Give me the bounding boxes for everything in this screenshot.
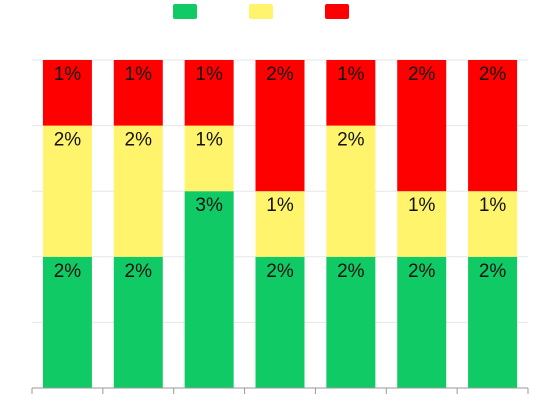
bar-label-3-series-0: 2% (266, 261, 294, 282)
bar-label-3-series-2: 2% (266, 64, 294, 85)
bar-3-series-0[interactable] (255, 256, 305, 388)
bar-1-series-2[interactable] (113, 60, 163, 126)
bar-4-series-0[interactable] (326, 256, 376, 388)
bar-label-0-series-1: 2% (54, 130, 82, 151)
bar-4-series-2[interactable] (326, 60, 376, 126)
bar-label-5-series-0: 2% (408, 261, 436, 282)
bar-0-series-0[interactable] (42, 256, 92, 388)
bar-label-6-series-2: 2% (479, 64, 507, 85)
bar-0-series-1[interactable] (42, 125, 92, 257)
bar-label-2-series-0: 3% (195, 195, 223, 216)
bar-5-series-2[interactable] (397, 60, 447, 192)
bar-label-5-series-1: 1% (408, 195, 436, 216)
bar-label-6-series-1: 1% (479, 195, 507, 216)
chart-bars (42, 60, 518, 388)
bar-1-series-1[interactable] (113, 125, 163, 257)
bar-label-4-series-1: 2% (337, 130, 365, 151)
bar-label-4-series-0: 2% (337, 261, 365, 282)
bar-label-4-series-2: 1% (337, 64, 365, 85)
bar-label-6-series-0: 2% (479, 261, 507, 282)
bar-5-series-0[interactable] (397, 256, 447, 388)
legend-swatch-2[interactable] (325, 4, 349, 19)
bar-3-series-2[interactable] (255, 60, 305, 192)
legend-swatch-1[interactable] (249, 4, 273, 19)
chart-legend (173, 4, 349, 19)
bar-label-2-series-2: 1% (195, 64, 223, 85)
bar-label-0-series-2: 1% (54, 64, 82, 85)
bar-5-series-1[interactable] (397, 191, 447, 257)
bar-label-1-series-2: 1% (125, 64, 153, 85)
chart-x-axis (31, 387, 529, 394)
bar-6-series-1[interactable] (468, 191, 518, 257)
bar-0-series-2[interactable] (42, 60, 92, 126)
bar-2-series-2[interactable] (184, 60, 234, 126)
bar-label-1-series-1: 2% (125, 130, 153, 151)
legend-swatch-0[interactable] (173, 4, 197, 19)
bar-1-series-0[interactable] (113, 256, 163, 388)
bar-2-series-1[interactable] (184, 125, 234, 192)
bar-label-1-series-0: 2% (125, 261, 153, 282)
bar-2-series-0[interactable] (184, 191, 234, 388)
bar-label-2-series-1: 1% (195, 130, 223, 151)
bar-4-series-1[interactable] (326, 125, 376, 257)
bar-6-series-2[interactable] (468, 60, 518, 192)
bar-label-3-series-1: 1% (266, 195, 294, 216)
bar-3-series-1[interactable] (255, 191, 305, 257)
bar-label-5-series-2: 2% (408, 64, 436, 85)
chart-bar-labels: 2% 2% 1% 2% 2% 1% 3% 1% 1% 2% 1% 2% 2% 2% 1% 2% 1% 2% 2% 1%… (54, 64, 507, 282)
bar-label-0-series-0: 2% (54, 261, 82, 282)
bar-6-series-0[interactable] (468, 256, 518, 388)
